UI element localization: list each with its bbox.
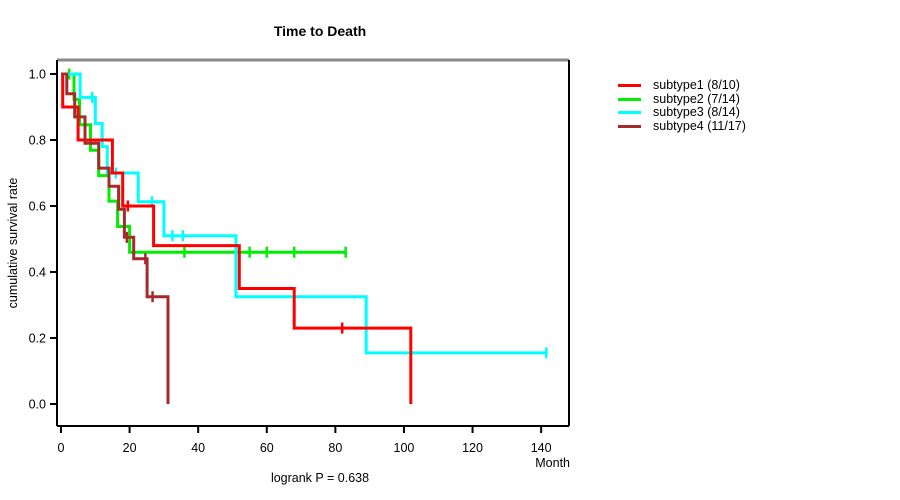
x-tick-label: 0 [58, 441, 65, 455]
legend: subtype1 (8/10) subtype2 (7/14) subtype3… [618, 78, 746, 134]
legend-item-subtype4: subtype4 (11/17) [618, 118, 746, 134]
legend-item-subtype2: subtype2 (7/14) [618, 91, 746, 107]
x-tick-label: 60 [260, 441, 274, 455]
x-tick-label: 140 [531, 441, 552, 455]
x-tick-label: 120 [462, 441, 483, 455]
survival-curve-subtype3 [61, 72, 547, 355]
survival-curve-subtype2 [61, 72, 346, 254]
logrank-p-value: logrank P = 0.638 [270, 471, 370, 485]
legend-item-subtype1: subtype1 (8/10) [618, 78, 746, 93]
y-tick-label: 1.0 [29, 68, 46, 82]
legend-line-subtype3 [618, 111, 641, 115]
y-tick-label: 0.2 [29, 332, 46, 346]
legend-label-subtype1: subtype1 (8/10) [653, 78, 740, 92]
y-tick-label: 0.8 [29, 134, 46, 148]
x-tick-label: 40 [191, 441, 205, 455]
y-tick-label: 0.4 [29, 266, 46, 280]
legend-label-subtype4: subtype4 (11/17) [653, 118, 746, 133]
legend-label-subtype3: subtype3 (8/14) [653, 105, 740, 119]
legend-line-subtype1 [618, 84, 641, 88]
x-tick-label: 100 [394, 441, 415, 455]
y-tick-label: 0.6 [29, 200, 46, 214]
survival-curve-subtype4 [61, 72, 170, 404]
legend-label-subtype2: subtype2 (7/14) [653, 91, 740, 106]
chart-title: Time to Death [273, 23, 367, 39]
y-tick-label: 0.0 [29, 398, 46, 412]
x-tick-label: 20 [123, 441, 137, 455]
legend-line-subtype4 [618, 124, 641, 128]
legend-item-subtype3: subtype3 (8/14) [618, 105, 746, 120]
x-axis-label: Month [535, 456, 570, 470]
legend-line-subtype2 [618, 97, 641, 101]
y-axis-label: cumulative survival rate [6, 177, 20, 309]
survival-curve-subtype1 [61, 72, 413, 404]
x-tick-label: 80 [328, 441, 342, 455]
